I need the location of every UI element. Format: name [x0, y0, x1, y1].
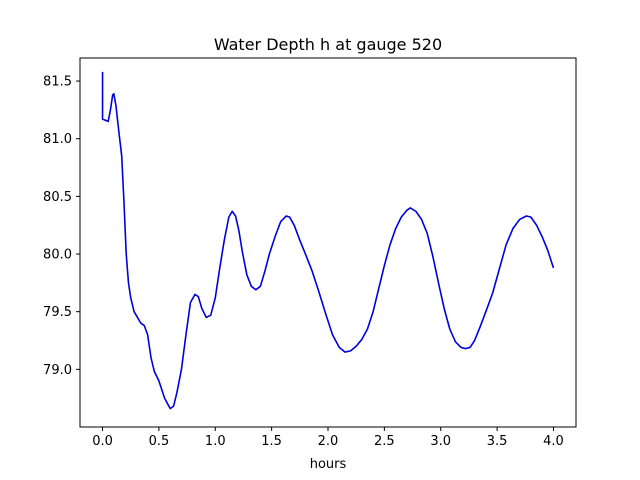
x-tick-label: 3.5	[487, 434, 508, 449]
chart-title: Water Depth h at gauge 520	[214, 35, 442, 54]
x-tick-label: 2.5	[374, 434, 395, 449]
x-tick-label: 3.0	[430, 434, 451, 449]
series-line-0	[101, 71, 555, 410]
x-tick-label: 4.0	[543, 434, 564, 449]
x-axis: 0.0 0.5 1.0 1.5 2.0 2.5 3.0 3.5 4.0	[92, 427, 564, 449]
x-axis-label: hours	[310, 457, 347, 472]
y-tick-label: 81.0	[43, 132, 72, 147]
y-tick-label: 80.5	[43, 190, 72, 205]
y-axis: 79.0 79.5 80.0 80.5 81.0 81.5	[43, 75, 80, 378]
x-tick-label: 1.0	[205, 434, 226, 449]
plot-area	[101, 71, 555, 410]
x-tick-label: 0.0	[92, 434, 113, 449]
y-tick-label: 80.0	[43, 248, 72, 263]
y-tick-label: 79.0	[43, 363, 72, 378]
x-tick-label: 2.0	[318, 434, 339, 449]
y-tick-label: 81.5	[43, 75, 72, 90]
x-tick-label: 1.5	[261, 434, 282, 449]
axes-frame	[79, 57, 577, 428]
x-tick-label: 0.5	[149, 434, 170, 449]
y-tick-label: 79.5	[43, 305, 72, 320]
